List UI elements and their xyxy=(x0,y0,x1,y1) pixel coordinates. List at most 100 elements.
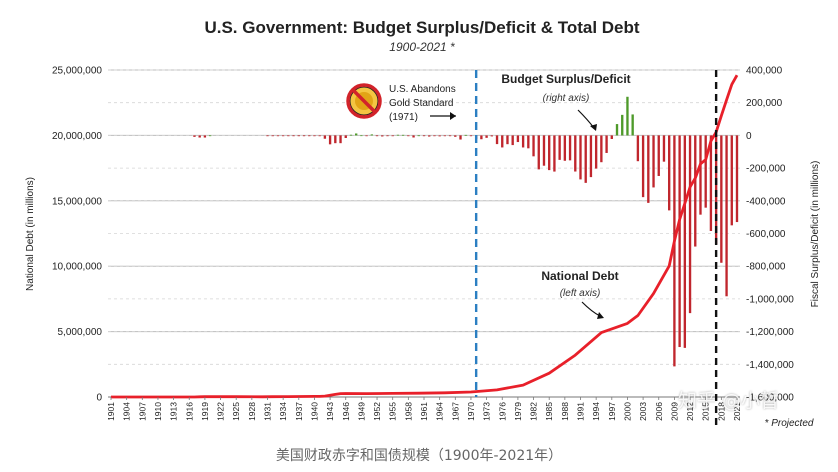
debt-annotation-sub: (left axis) xyxy=(560,288,601,299)
deficit-bar xyxy=(641,135,645,198)
x-tick-label: 1979 xyxy=(513,402,523,421)
surplus-annotation-sub: (right axis) xyxy=(543,93,590,104)
x-tick-label: 1907 xyxy=(137,402,147,421)
deficit-bar xyxy=(714,135,718,245)
x-axis-ticks: 1901 1904 1907 1910 1913 1916 1919 1922 1925 1928… xyxy=(106,397,742,421)
chart-title: U.S. Government: Budget Surplus/Deficit … xyxy=(204,18,639,37)
deficit-bar xyxy=(308,135,311,137)
left-tick-label: 15,000,000 xyxy=(52,196,102,207)
left-axis-ticks: 0 5,000,000 10,000,000 15,000,000 20,000,000… xyxy=(52,66,103,404)
deficit-bars xyxy=(193,96,739,367)
right-axis-label: Fiscal Surplus/Deficit (in millions) xyxy=(810,161,821,308)
x-tick-label: 1976 xyxy=(497,402,507,421)
x-tick-label: 1937 xyxy=(294,402,304,421)
deficit-bar xyxy=(688,135,692,314)
surplus-annotation-title: Budget Surplus/Deficit xyxy=(501,72,630,86)
deficit-bar xyxy=(600,135,603,163)
x-tick-label: 1931 xyxy=(263,402,273,421)
deficit-bar xyxy=(412,135,415,138)
deficit-bar xyxy=(506,135,509,145)
surplus-bar xyxy=(370,134,374,136)
deficit-bar xyxy=(720,135,723,263)
deficit-bar xyxy=(365,135,368,137)
deficit-bar xyxy=(454,135,457,137)
deficit-bar xyxy=(328,135,332,145)
watermark: 知乎 @小皙 xyxy=(678,390,780,412)
deficit-bar xyxy=(501,135,504,148)
left-tick-label: 5,000,000 xyxy=(58,327,103,338)
deficit-bar xyxy=(668,135,671,211)
x-tick-label: 1985 xyxy=(544,402,554,421)
surplus-bar xyxy=(355,133,358,136)
x-tick-label: 2006 xyxy=(654,402,664,421)
deficit-bar xyxy=(542,135,546,166)
deficit-bar xyxy=(584,135,587,183)
x-tick-label: 1919 xyxy=(200,402,210,421)
x-tick-label: 2012 xyxy=(685,402,695,421)
deficit-bar xyxy=(553,135,556,172)
deficit-bar xyxy=(438,135,441,137)
x-tick-label: 2009 xyxy=(669,402,679,421)
x-tick-label: 1928 xyxy=(247,402,257,421)
debt-line xyxy=(111,74,739,399)
deficit-bar xyxy=(297,135,300,137)
deficit-bar xyxy=(344,135,347,138)
deficit-bar xyxy=(281,135,285,137)
x-tick-label: 1934 xyxy=(278,402,288,421)
deficit-bar xyxy=(589,135,593,178)
deficit-bar xyxy=(699,135,702,215)
deficit-bar xyxy=(678,135,681,348)
deficit-bar xyxy=(391,135,394,137)
right-tick-label: -200,000 xyxy=(746,164,786,175)
deficit-bar xyxy=(422,135,426,137)
left-tick-label: 0 xyxy=(96,393,102,404)
deficit-bar xyxy=(568,135,572,161)
deficit-bar xyxy=(610,135,613,139)
x-tick-label: 1943 xyxy=(325,402,335,421)
left-tick-label: 20,000,000 xyxy=(52,131,102,142)
no-gold-sign-icon xyxy=(346,83,382,119)
x-tick-label: 1940 xyxy=(310,402,320,421)
x-tick-label: 1973 xyxy=(482,402,492,421)
deficit-bar xyxy=(527,135,530,149)
x-tick-label: 2018 xyxy=(716,402,726,421)
deficit-bar xyxy=(480,135,483,140)
deficit-bar xyxy=(558,135,561,160)
deficit-bar xyxy=(574,135,577,172)
surplus-bar xyxy=(360,135,363,137)
x-tick-label: 2021 xyxy=(732,402,742,421)
debt-line-group xyxy=(111,74,739,399)
deficit-bar xyxy=(709,135,713,231)
x-tick-label: 1967 xyxy=(450,402,460,421)
x-tick-label: 1910 xyxy=(153,402,163,421)
deficit-bar xyxy=(548,135,551,171)
surplus-bar xyxy=(208,135,212,137)
marker-lines xyxy=(474,70,718,427)
x-tick-label: 1961 xyxy=(419,402,429,421)
right-tick-label: -600,000 xyxy=(746,229,786,240)
surplus-bar xyxy=(621,114,624,136)
deficit-bar xyxy=(594,135,598,169)
deficit-bar xyxy=(334,135,337,144)
x-tick-label: 1904 xyxy=(122,402,132,421)
deficit-bar xyxy=(532,135,535,157)
left-axis-label: National Debt (in millions) xyxy=(25,177,36,291)
surplus-bar xyxy=(626,96,629,136)
deficit-bar xyxy=(302,135,306,137)
deficit-bar xyxy=(203,135,207,138)
deficit-bar xyxy=(704,135,707,208)
x-tick-label: 2000 xyxy=(622,402,632,421)
deficit-bar xyxy=(652,135,655,188)
x-tick-label: 1922 xyxy=(216,402,226,421)
deficit-bar xyxy=(323,135,327,139)
deficit-bar xyxy=(657,135,660,176)
deficit-bar xyxy=(386,135,389,137)
surplus-bar xyxy=(401,134,405,136)
x-tick-label: 1964 xyxy=(435,402,445,421)
deficit-bar xyxy=(428,135,431,137)
surplus-bar xyxy=(631,114,634,136)
deficit-bar xyxy=(647,135,650,203)
deficit-bar xyxy=(495,135,499,145)
deficit-bar xyxy=(511,135,514,146)
deficit-bar xyxy=(433,135,436,137)
